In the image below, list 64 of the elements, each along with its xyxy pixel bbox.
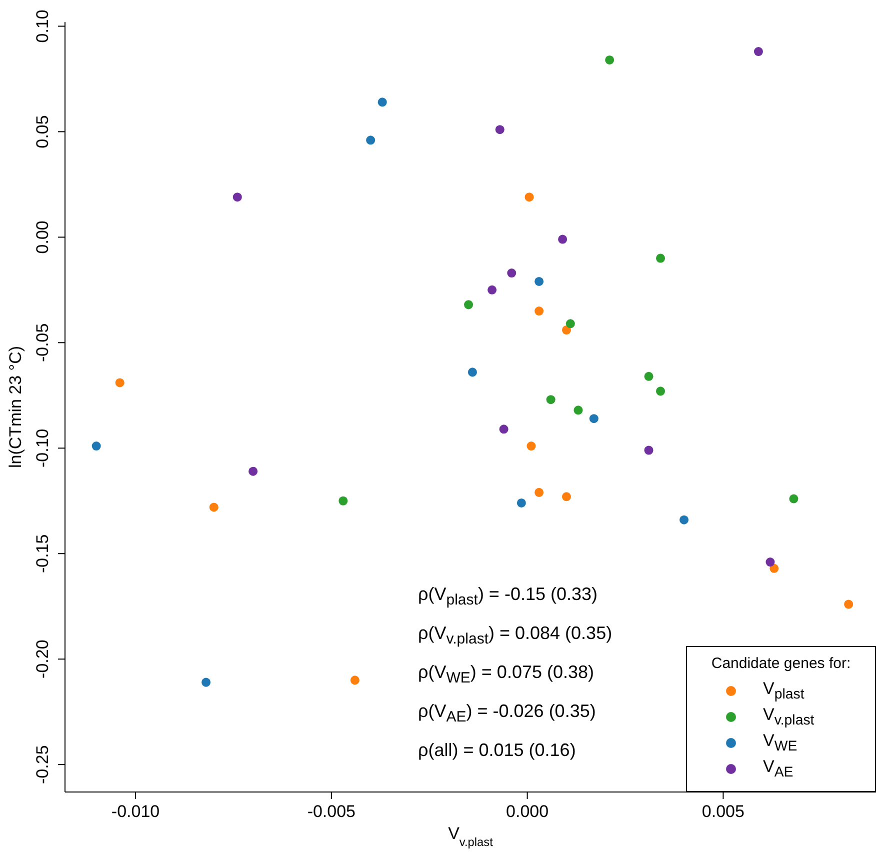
point: [248, 466, 258, 476]
y-tick-label: 0.00: [33, 220, 52, 254]
point: [589, 414, 598, 424]
point: [844, 600, 854, 609]
legend-label: V$_{plast}$: [763, 679, 804, 703]
y-tick-label: -0.05: [33, 323, 52, 362]
x-axis-title: V$_{v.plast}$: [448, 824, 494, 849]
point: [546, 395, 556, 404]
point: [338, 496, 348, 506]
point: [350, 676, 360, 685]
y-tick-label: -0.10: [33, 428, 52, 468]
point: [495, 125, 504, 134]
point: [605, 55, 614, 64]
annotation: ρ(all) = 0.015 (0.16): [418, 739, 577, 762]
point: [524, 192, 534, 202]
point: [562, 492, 571, 502]
point: [202, 678, 211, 687]
annotation: ρ(V$_{v.plast}$) = 0.084 (0.35): [418, 622, 612, 650]
legend-title: Candidate genes for:: [710, 655, 852, 672]
annotation: ρ(V$_{plast}$) = -0.15 (0.33): [418, 583, 598, 611]
legend-label: V$_{v.plast}$: [763, 705, 814, 729]
legend-label: V$_{AE}$: [763, 757, 794, 781]
point: [566, 319, 575, 328]
point: [507, 268, 516, 278]
x-tick-label: 0.005: [702, 802, 744, 821]
y-tick-label: 0.05: [33, 115, 52, 148]
point: [754, 47, 763, 56]
point: [644, 446, 654, 455]
point: [534, 306, 544, 316]
point: [574, 406, 583, 415]
y-tick-label: -0.25: [33, 745, 52, 784]
y-tick-label: -0.20: [33, 640, 52, 678]
point: [232, 192, 242, 202]
point: [468, 368, 477, 377]
point: [656, 386, 666, 396]
x-tick-label: -0.005: [307, 802, 356, 821]
point: [366, 136, 376, 145]
point: [464, 300, 474, 310]
y-tick-label: -0.15: [33, 534, 52, 573]
point: [534, 488, 544, 497]
legend-label: V$_{WE}$: [763, 731, 798, 755]
y-axis-title: ln(CTmin 23 °C): [6, 346, 25, 468]
point: [516, 498, 526, 508]
point: [656, 254, 666, 263]
point: [534, 276, 544, 286]
point: [766, 558, 775, 567]
point: [644, 372, 654, 381]
point: [526, 442, 536, 451]
y-tick-label: 0.10: [33, 10, 52, 43]
annotation: ρ(V$_{AE}$) = -0.026 (0.35): [418, 700, 597, 728]
point: [680, 515, 689, 524]
point: [558, 234, 568, 244]
annotation: ρ(V$_{WE}$) = 0.075 (0.38): [418, 661, 595, 689]
point: [488, 285, 497, 294]
point: [562, 325, 571, 335]
point: [770, 564, 779, 573]
point: [92, 442, 101, 451]
x-tick-label: -0.010: [111, 802, 160, 821]
point: [499, 424, 508, 434]
x-tick-label: 0.000: [506, 802, 549, 821]
point: [789, 494, 798, 504]
point: [378, 98, 387, 107]
point: [115, 378, 124, 388]
point: [209, 502, 218, 512]
